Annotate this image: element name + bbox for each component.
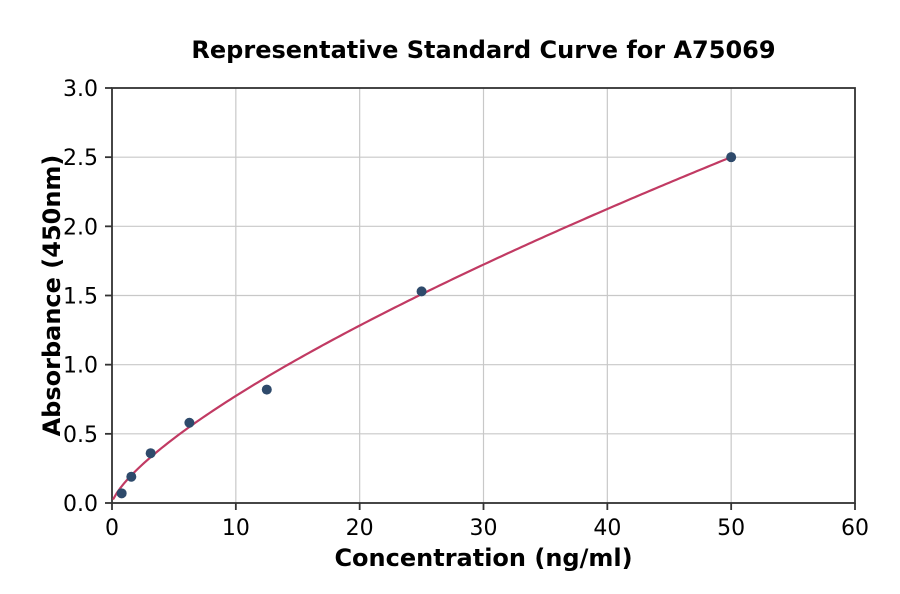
- x-tick-label: 10: [222, 516, 250, 541]
- data-point: [145, 448, 156, 459]
- data-point: [184, 417, 195, 428]
- fit-curve-line: [112, 155, 733, 500]
- data-point: [726, 152, 737, 163]
- x-tick-label: 50: [717, 516, 745, 541]
- y-tick-label: 0.0: [63, 492, 98, 517]
- y-tick-label: 2.5: [63, 146, 98, 171]
- y-tick-label: 2.0: [63, 215, 98, 240]
- y-axis-label: Absorbance (450nm): [38, 155, 66, 437]
- y-tick-label: 1.5: [63, 285, 98, 310]
- data-points: [116, 152, 737, 499]
- tick-labels: 0 10 20 30 40 50 60 0.0 0.5 1.0 1.5 2.0 2.5 3.0: [63, 77, 869, 541]
- y-tick-label: 3.0: [63, 77, 98, 102]
- x-tick-label: 0: [105, 516, 119, 541]
- data-point: [126, 471, 137, 482]
- gridlines: [111, 87, 856, 504]
- x-tick-label: 40: [593, 516, 621, 541]
- data-point: [416, 286, 427, 297]
- y-tick-label: 0.5: [63, 423, 98, 448]
- chart-title: Representative Standard Curve for A75069: [191, 36, 775, 64]
- x-tick-label: 60: [841, 516, 869, 541]
- plot-border: [111, 87, 856, 504]
- x-axis-label: Concentration (ng/ml): [334, 544, 632, 572]
- x-tick-label: 30: [470, 516, 498, 541]
- x-tick-label: 20: [346, 516, 374, 541]
- y-tick-label: 1.0: [63, 354, 98, 379]
- data-point: [261, 384, 272, 395]
- data-point: [116, 488, 127, 499]
- axis-ticks: [105, 87, 856, 510]
